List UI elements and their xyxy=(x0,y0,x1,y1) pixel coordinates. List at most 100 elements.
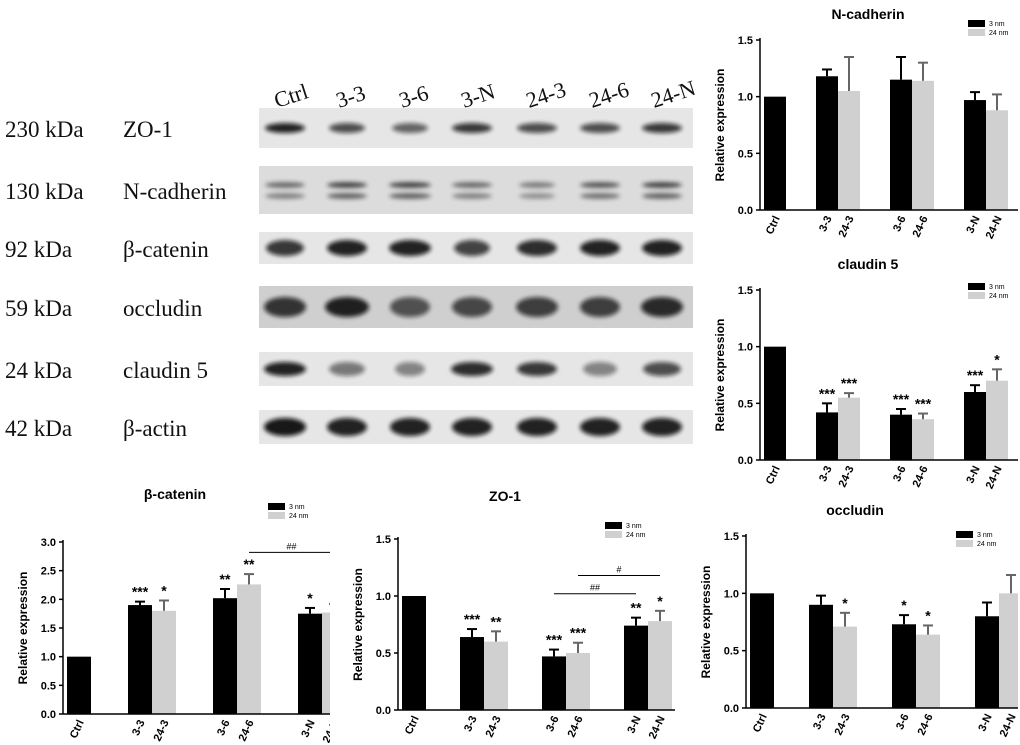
legend-swatch-24-nm xyxy=(968,29,985,36)
bar-24-6 xyxy=(912,419,934,460)
significance-3-3: *** xyxy=(819,385,836,401)
chart-title: ZO-1 xyxy=(489,488,521,504)
y-tick-label: 0.0 xyxy=(41,709,56,721)
y-tick-label: 1.5 xyxy=(41,623,56,635)
bar-3-6 xyxy=(890,79,912,211)
lane-label-24-3: 24-3 xyxy=(523,77,569,113)
n-cadherin-chart: Ctrl 3-3 24-3 3-6 24-6 3-N 24-N 0.0 0.5 1.0 1.5 Rel… xyxy=(713,6,1018,241)
x-tick-3-6: 3-6 xyxy=(894,712,912,731)
bar-3-6 xyxy=(542,656,566,710)
claudin5-chart: Ctrl***3-3***24-3***3-6***24-6***3-N*24-… xyxy=(713,256,1018,491)
band-actin-24-6 xyxy=(580,418,620,436)
band-actin-24-n xyxy=(642,418,682,436)
band-zo-1-3-6 xyxy=(392,123,428,133)
bar-ctrl xyxy=(764,346,786,460)
significance-3-n: * xyxy=(307,590,313,606)
plot-area: Ctrl *** 3-3 ** 24-3 *** 3-6 *** 24-6 ** 3-N * 24-N xyxy=(402,593,672,741)
y-tick-label: 1.5 xyxy=(738,285,753,297)
x-tick-ctrl: Ctrl xyxy=(403,714,422,736)
legend: 3 nm 24 nm xyxy=(956,531,997,548)
legend-label-3-nm: 3 nm xyxy=(989,284,1005,291)
significance-3-3: *** xyxy=(132,584,149,600)
x-tick-24-n: 24-N xyxy=(984,214,1005,241)
bar-3-n xyxy=(964,392,986,460)
band-n-cadherin-3-n xyxy=(452,182,492,188)
bar-3-6 xyxy=(213,598,237,714)
x-tick-24-n: 24-N xyxy=(321,718,330,743)
bar-3-3 xyxy=(816,412,838,460)
y-tick-label: 0.5 xyxy=(724,646,739,658)
protein-label-actin: β-actin xyxy=(123,416,188,441)
x-tick-3-n: 3-N xyxy=(976,712,994,733)
band-claudin-5-3-3 xyxy=(329,362,365,376)
band-occludin-3-6 xyxy=(390,297,430,317)
band-actin-24-3 xyxy=(517,418,557,436)
band-catenin-3-n xyxy=(454,240,490,256)
y-tick-label: 0.0 xyxy=(738,455,753,467)
y-tick-label: 1.5 xyxy=(376,534,391,546)
y-tick-label: 0.5 xyxy=(738,398,753,410)
band-catenin-ctrl xyxy=(266,240,304,256)
band-lower-n-cadherin-ctrl xyxy=(265,193,305,199)
band-actin-ctrl xyxy=(264,418,306,436)
bar-3-3 xyxy=(128,605,152,714)
x-tick-ctrl: Ctrl xyxy=(751,712,770,734)
band-n-cadherin-3-6 xyxy=(389,182,431,188)
lane-label-ctrl: Ctrl xyxy=(271,78,311,112)
significance-24-3: *** xyxy=(841,375,858,391)
band-actin-3-3 xyxy=(327,418,367,436)
significance-24-3: * xyxy=(161,582,167,598)
legend-label-24-nm: 24 nm xyxy=(289,513,309,520)
band-n-cadherin-24-n xyxy=(642,182,682,188)
band-n-cadherin-24-3 xyxy=(519,182,555,188)
kda-label-130-kda: 130 kDa xyxy=(5,179,84,204)
bar-24-n xyxy=(986,380,1008,460)
significance-3-3: *** xyxy=(464,611,481,627)
x-tick-3-3: 3-3 xyxy=(811,712,829,731)
bar-24-n xyxy=(648,621,672,710)
significance-3-6: *** xyxy=(893,391,910,407)
y-axis-label: Relative expression xyxy=(713,69,727,182)
band-lower-n-cadherin-3-n xyxy=(452,193,492,199)
x-tick-24-3: 24-3 xyxy=(837,214,857,239)
zo1-chart: Ctrl *** 3-3 ** 24-3 *** 3-6 *** 24-6 ** 3-N * 24-N 0… xyxy=(351,488,675,741)
y-axis-label: Relative expression xyxy=(16,572,30,685)
bar-24-n xyxy=(999,593,1018,708)
bar-3-3 xyxy=(816,76,838,211)
y-tick-label: 1.5 xyxy=(738,35,753,47)
lane-label-24-n: 24-N xyxy=(648,75,699,113)
x-tick-24-n: 24-N xyxy=(998,712,1018,739)
kda-label-24-kda: 24 kDa xyxy=(5,358,72,383)
y-tick-label: 3.0 xyxy=(41,537,56,549)
band-claudin-5-24-3 xyxy=(517,362,557,376)
chart-title: N-cadherin xyxy=(831,6,904,22)
legend-label-24-nm: 24 nm xyxy=(989,293,1009,300)
legend-swatch-3-nm xyxy=(968,283,985,290)
y-axis-label: Relative expression xyxy=(713,319,727,432)
protein-label-claudin-5: claudin 5 xyxy=(123,358,208,383)
chart-title: occludin xyxy=(826,502,884,518)
significance-24-6: * xyxy=(925,607,931,623)
x-tick-24-3: 24-3 xyxy=(152,718,172,743)
lane-label-3-3: 3-3 xyxy=(333,80,369,113)
plot-area: Ctrl 3-3 * 24-3 * 3-6 * 24-6 3-N 24-N xyxy=(750,573,1018,739)
significance-3-6: *** xyxy=(546,632,563,648)
significance-3-n: ** xyxy=(631,600,642,616)
x-tick-24-6: 24-6 xyxy=(237,718,257,743)
significance-24-6: ** xyxy=(244,556,255,572)
band-lower-n-cadherin-24-n xyxy=(642,193,682,199)
bar-3-3 xyxy=(460,637,484,710)
band-occludin-ctrl xyxy=(264,297,306,317)
plot-area: Ctrl 3-3 24-3 3-6 24-6 3-N 24-N xyxy=(764,56,1008,241)
band-catenin-3-6 xyxy=(389,240,431,256)
bar-24-n xyxy=(322,612,330,714)
bar-24-3 xyxy=(838,91,860,210)
y-tick-label: 0.5 xyxy=(738,148,753,160)
x-tick-3-6: 3-6 xyxy=(891,214,909,233)
comparison-mark: ## xyxy=(590,583,600,593)
significance-24-3: * xyxy=(842,595,848,611)
x-tick-3-n: 3-N xyxy=(625,714,643,735)
band-lower-n-cadherin-24-6 xyxy=(580,193,620,199)
blot-membrane-n-cadherin xyxy=(259,166,693,214)
band-lower-n-cadherin-3-6 xyxy=(389,193,431,199)
